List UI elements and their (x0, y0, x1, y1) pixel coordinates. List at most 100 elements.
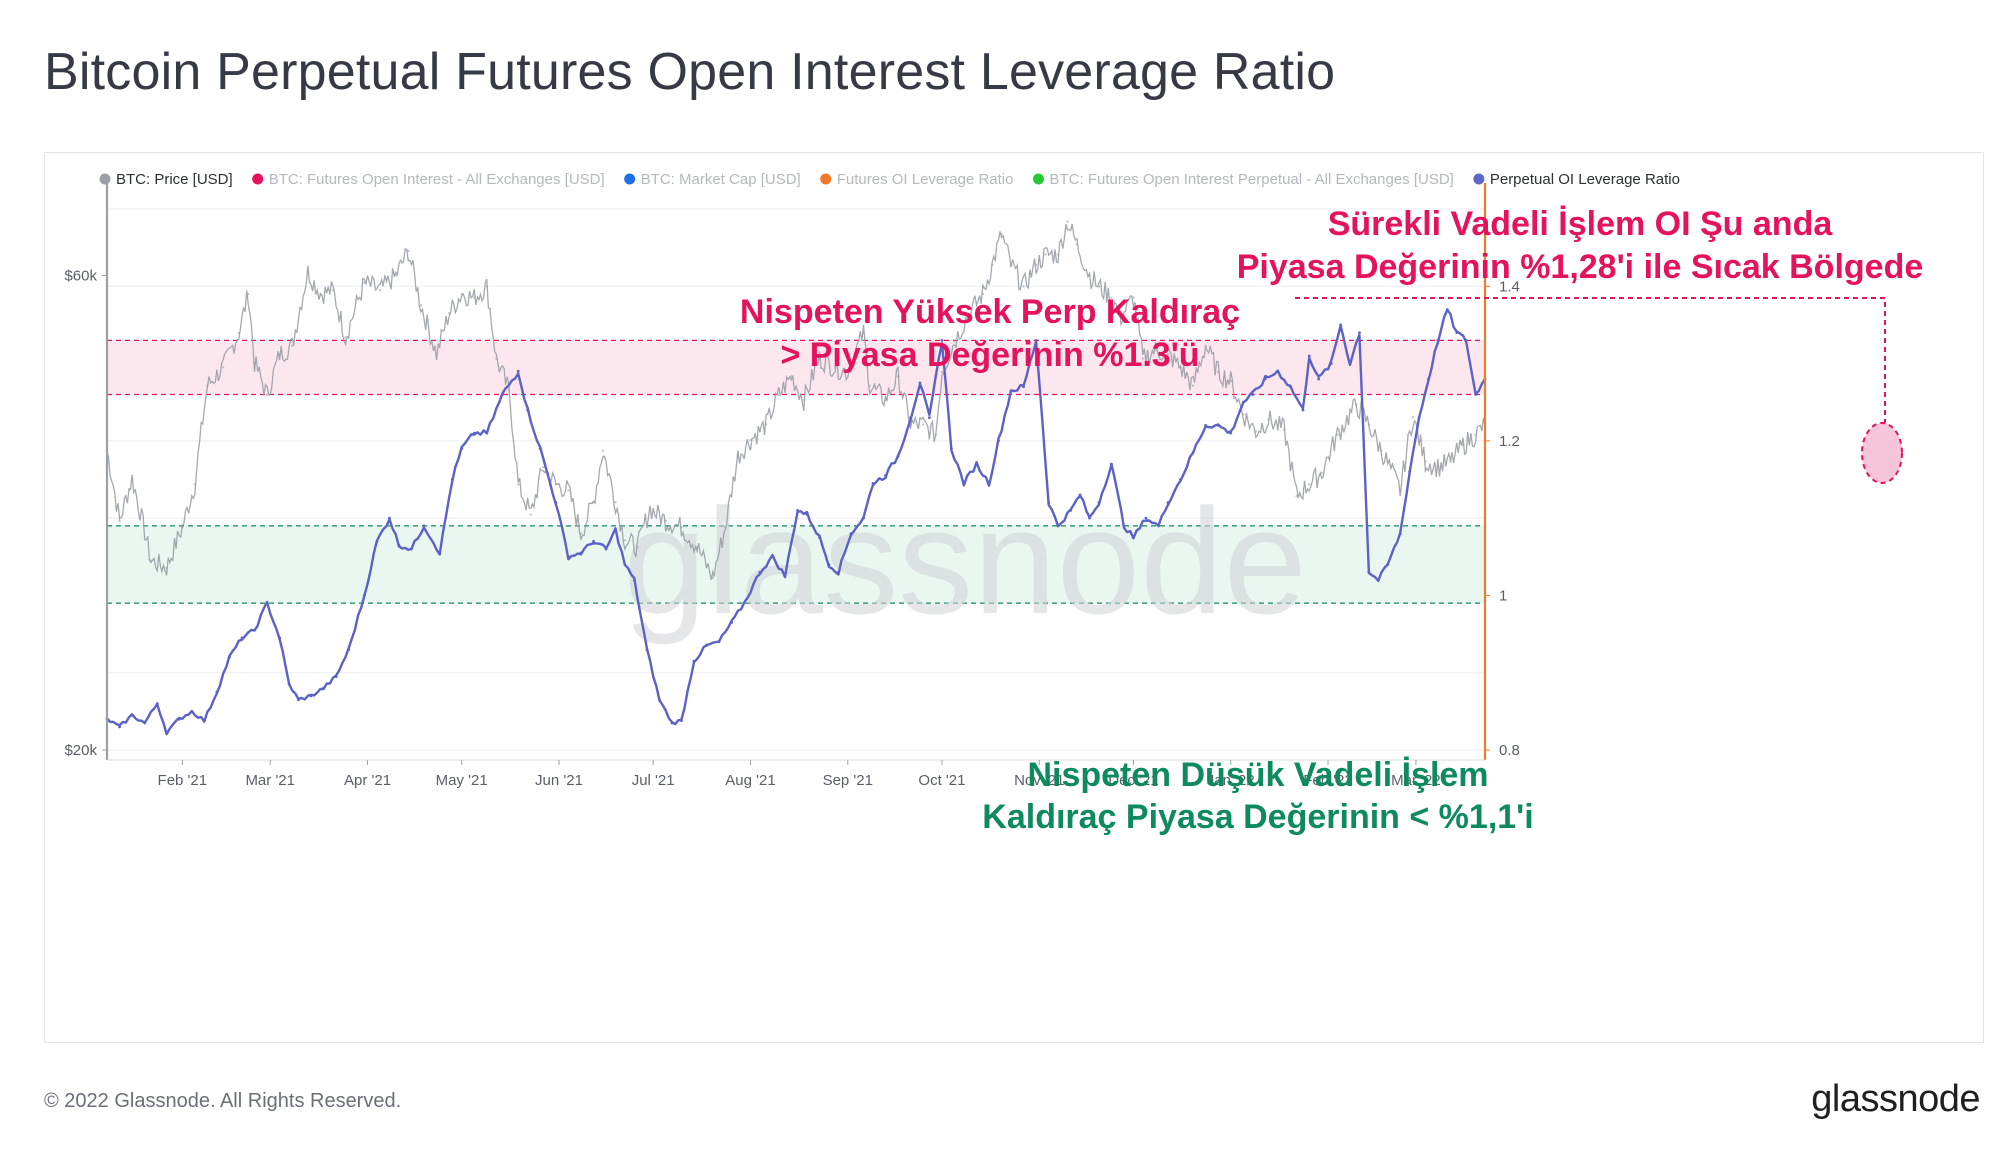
price-point (542, 465, 545, 469)
price-point (664, 519, 667, 523)
ratio-point (526, 408, 530, 412)
ratio-point (592, 539, 595, 543)
ratio-point (623, 563, 627, 566)
price-point (1191, 384, 1195, 387)
price-point (695, 545, 699, 549)
ratio-point (579, 551, 583, 555)
legend-item[interactable]: BTC: Market Cap [USD] (624, 171, 801, 188)
price-point (1066, 220, 1069, 223)
ratio-point (485, 431, 489, 435)
y-left-tick-label: $60k (64, 268, 97, 285)
price-point (636, 545, 639, 549)
ratio-point (567, 555, 570, 559)
ratio-point (783, 574, 787, 578)
price-point (592, 501, 595, 504)
ratio-point (388, 516, 391, 520)
ratio-point (334, 675, 338, 678)
ratio-point (1157, 524, 1160, 528)
ratio-point (1069, 509, 1073, 512)
price-point (1399, 489, 1402, 492)
ratio-point (240, 636, 244, 640)
ratio-point (265, 601, 269, 605)
price-point (1216, 370, 1220, 374)
ratio-point (1122, 524, 1126, 528)
x-tick-label: Aug '21 (725, 772, 775, 789)
ratio-point (827, 563, 831, 566)
price-point (1267, 418, 1270, 421)
legend-item[interactable]: Futures OI Leverage Ratio (820, 171, 1013, 188)
page-title: Bitcoin Perpetual Futures Open Interest … (44, 43, 1336, 101)
ratio-point (918, 381, 922, 385)
ratio-point (1022, 385, 1025, 389)
price-point (447, 311, 451, 315)
price-point (601, 449, 605, 452)
ratio-point (1408, 470, 1412, 474)
price-point (206, 384, 209, 387)
legend-marker (820, 173, 832, 185)
ratio-point (1398, 532, 1402, 535)
ratio-point (987, 481, 991, 485)
current-value-highlight (1861, 422, 1903, 484)
annotation-current-line2: Piyasa Değerinin %1,28'i ile Sıcak Bölge… (1237, 248, 1924, 286)
ratio-point (1216, 424, 1220, 427)
price-point (862, 332, 865, 335)
ratio-point (1455, 331, 1459, 335)
price-point (981, 292, 984, 296)
ratio-point (1367, 570, 1371, 574)
legend-item[interactable]: Perpetual OI Leverage Ratio (1473, 171, 1680, 188)
price-series (105, 220, 1487, 581)
y-right-tick-label: 0.8 (1499, 742, 1520, 759)
price-point (579, 532, 583, 535)
legend-label: Perpetual OI Leverage Ratio (1490, 171, 1680, 188)
price-point (953, 340, 956, 343)
ratio-point (287, 682, 291, 686)
price-point (724, 526, 727, 529)
price-point (1295, 494, 1298, 498)
axes: $20k $60k 0.8 1 1.2 1.4 Feb '21 Mar '21 Apr '21 M… (64, 183, 1520, 789)
ratio-point (554, 501, 558, 505)
price-point (378, 289, 382, 292)
ratio-point (1241, 400, 1245, 404)
price-point (965, 315, 969, 319)
price-point (1141, 357, 1145, 360)
legend-label: BTC: Price [USD] (116, 171, 233, 188)
ratio-point (1179, 478, 1182, 481)
legend-item[interactable]: BTC: Futures Open Interest Perpetual - A… (1032, 171, 1454, 188)
ratio-point (758, 570, 762, 574)
ratio-point (1204, 424, 1208, 427)
price-point (407, 249, 410, 253)
price-point (1154, 348, 1157, 352)
ratio-point (177, 717, 181, 721)
band-cool (107, 525, 1485, 604)
price-point (1411, 416, 1415, 419)
x-tick-label: Mar '21 (245, 772, 295, 789)
ratio-point (928, 416, 931, 420)
ratio-point (422, 524, 426, 528)
ratio-point (347, 648, 351, 651)
annotations: Nispeten Yüksek Perp Kaldıraç > Piyasa D… (740, 205, 1923, 836)
ratio-line (106, 308, 1487, 736)
price-point (567, 489, 570, 492)
price-point (934, 433, 937, 436)
price-point (517, 483, 520, 486)
watermark: glassnode (623, 477, 1307, 645)
price-point (1119, 315, 1123, 319)
price-point (419, 304, 423, 307)
ratio-point (1386, 563, 1390, 566)
price-point (1436, 465, 1440, 469)
ratio-point (1358, 331, 1361, 335)
ratio-point (705, 644, 708, 648)
ratio-point (410, 547, 413, 551)
ratio-point (871, 481, 875, 485)
price-point (1424, 460, 1427, 463)
ratio-point (1301, 408, 1305, 412)
ratio-point (1191, 451, 1195, 454)
ratio-point (692, 659, 696, 663)
legend-item[interactable]: BTC: Futures Open Interest - All Exchang… (252, 171, 605, 188)
ratio-point (190, 709, 194, 713)
ratio-point (614, 528, 617, 532)
price-point (940, 370, 944, 374)
legend-item[interactable]: BTC: Price [USD] (99, 171, 233, 188)
ratio-point (1229, 431, 1233, 435)
ratio-point (538, 447, 542, 450)
